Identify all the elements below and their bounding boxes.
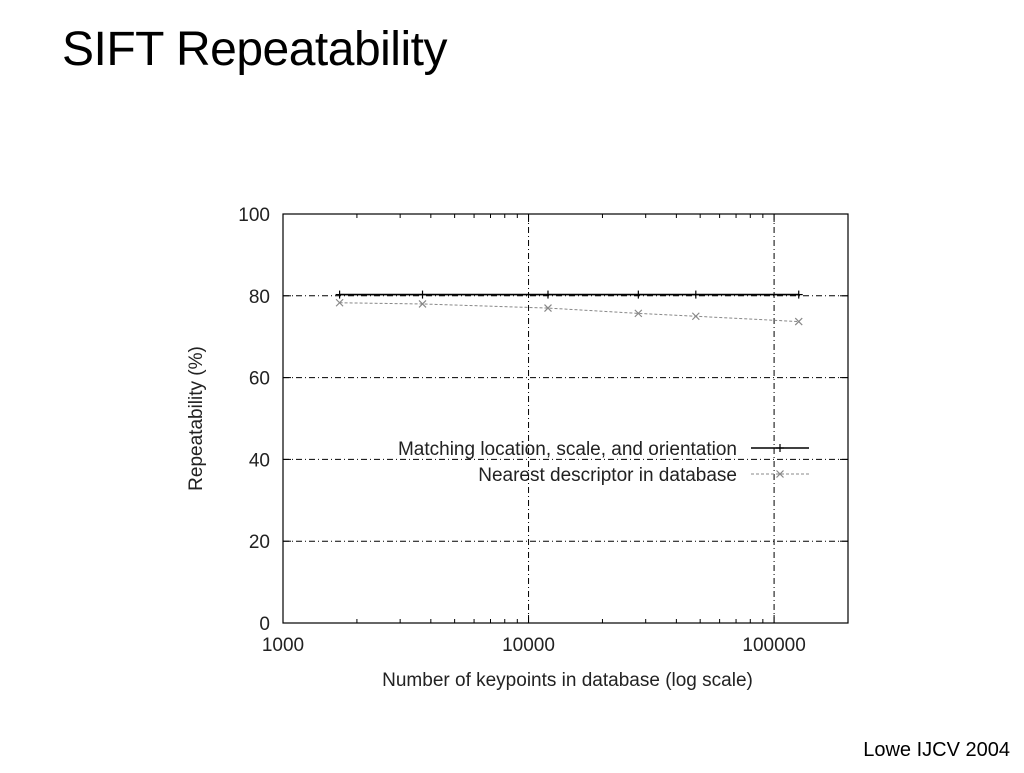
x-tick-label: 100000 xyxy=(742,635,805,656)
series-point-1 xyxy=(335,298,344,307)
series-point-1 xyxy=(691,312,700,321)
plot-frame xyxy=(282,213,849,624)
y-tick-label: 100 xyxy=(238,205,270,226)
legend-label-1: Nearest descriptor in database xyxy=(478,465,737,486)
series-point-1 xyxy=(794,317,803,326)
series-line-1 xyxy=(339,302,799,323)
legend-label-0: Matching location, scale, and orientatio… xyxy=(398,439,737,460)
x-tick-label: 10000 xyxy=(502,635,555,656)
slide-title: SIFT Repeatability xyxy=(62,23,447,76)
x-tick-label: 1000 xyxy=(262,635,304,656)
citation: Lowe IJCV 2004 xyxy=(863,739,1010,761)
y-tick-label: 20 xyxy=(249,532,270,553)
legend-marker-1 xyxy=(776,470,784,478)
x-axis-label: Number of keypoints in database (log sca… xyxy=(382,670,753,691)
series-point-1 xyxy=(544,304,552,312)
y-tick-label: 40 xyxy=(249,450,270,471)
y-axis-label: Repeatability (%) xyxy=(186,346,207,491)
series-point-1 xyxy=(634,309,643,318)
y-tick-label: 80 xyxy=(249,287,270,308)
y-tick-label: 60 xyxy=(249,369,270,390)
y-tick-label: 0 xyxy=(259,614,270,635)
series-point-1 xyxy=(418,300,427,308)
